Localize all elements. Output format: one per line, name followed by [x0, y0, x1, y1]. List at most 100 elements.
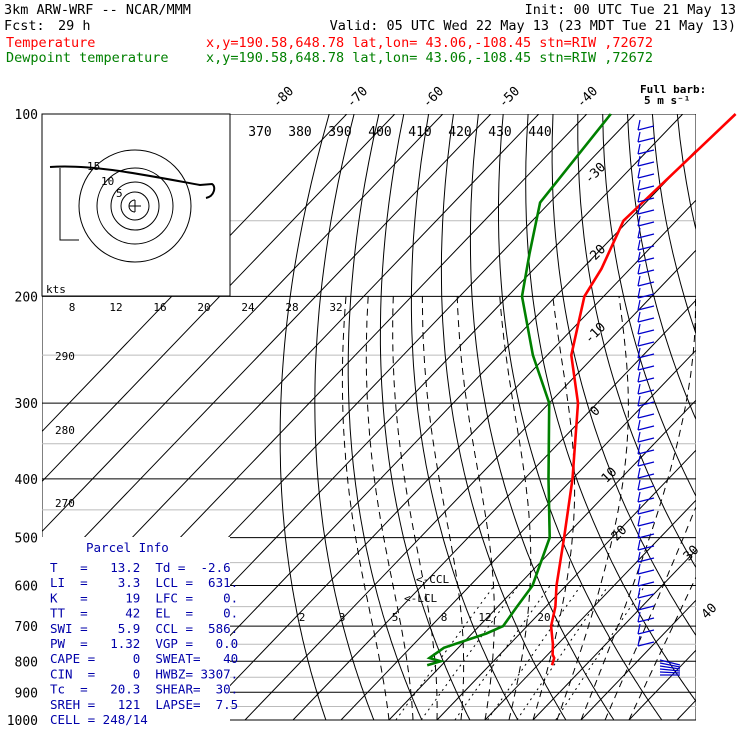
- mixing-ratio-line: [454, 585, 551, 721]
- moist-adiabat-line: [341, 296, 390, 721]
- hodograph-unit-label: kts: [46, 283, 66, 296]
- isotherm-label: -10: [582, 320, 609, 347]
- valid-time: Valid: 05 UTC Wed 22 May 13 (23 MDT Tue …: [330, 18, 736, 34]
- wind-speed-tick-label: 28: [285, 301, 298, 314]
- legend-dewpoint-location: x,y=190.58,648.78 lat,lon= 43.06,-108.45…: [206, 50, 653, 66]
- parcel-info-background: [42, 537, 230, 726]
- wind-barb-flag: [637, 401, 655, 407]
- wind-barb-flag: [637, 281, 655, 287]
- forecast-label: Fcst:: [4, 18, 45, 34]
- theta-label: 390: [328, 125, 351, 140]
- wind-barb: [637, 467, 641, 479]
- wind-barb: [637, 479, 641, 491]
- dry-adiabat-line: [551, 114, 696, 637]
- hodograph-panel: 5 10 15 kts: [41, 113, 231, 297]
- hodograph-trace: [49, 165, 216, 199]
- isotherm-label: 10: [599, 465, 621, 487]
- wind-barb: [637, 155, 641, 167]
- moist-adiabat-line: [580, 296, 696, 721]
- wind-barb: [637, 311, 641, 323]
- wind-barb: [637, 179, 641, 191]
- wind-barb-flag: [637, 329, 655, 335]
- wind-barb: [637, 299, 641, 311]
- wind-barb: [637, 347, 641, 359]
- mixing-ratio-label: 12: [478, 611, 491, 624]
- wind-barb-flag: [637, 173, 655, 179]
- wind-barb-flag: [637, 533, 655, 539]
- theta-label: 370: [248, 125, 271, 140]
- moist-adiabat-line: [628, 575, 696, 721]
- mixing-ratio-label: 2: [299, 611, 306, 624]
- wind-barb-flag: [637, 365, 655, 371]
- wind-barb: [637, 191, 641, 203]
- theta-side-label: 290: [55, 350, 75, 363]
- pressure-tick-label: 900: [15, 686, 38, 701]
- wind-barb: [637, 503, 641, 515]
- dry-adiabat-line: [651, 114, 696, 336]
- hodograph-ring-label: 5: [116, 187, 123, 200]
- wind-barb-flag: [637, 593, 655, 599]
- parcel-info-row: SWI = 5.9 CCL = 586.: [50, 621, 238, 636]
- wind-barb-flag: [637, 617, 655, 623]
- moist-adiabat-line: [556, 296, 629, 721]
- isotherm-label: -50: [496, 84, 523, 111]
- wind-barb: [637, 239, 641, 251]
- wind-barb-flag: [637, 269, 655, 275]
- dry-adiabat-line: [577, 114, 696, 569]
- parcel-info-row: LI = 3.3 LCL = 631.: [50, 575, 238, 590]
- wind-barb: [659, 671, 681, 674]
- wind-barb-flag: [637, 629, 655, 635]
- wind-barb: [637, 527, 641, 539]
- dry-adiabat-line: [702, 114, 740, 720]
- diagram-background-lines: [42, 114, 740, 721]
- moist-adiabat-line: [456, 296, 495, 721]
- isotherm-line: [388, 399, 696, 721]
- wind-barb: [637, 227, 641, 239]
- wind-barb-flag: [637, 545, 655, 551]
- isotherm-line: [676, 699, 696, 721]
- isotherm-label: -60: [420, 84, 447, 111]
- dry-adiabat-line: [314, 114, 375, 721]
- theta-label: 410: [408, 125, 431, 140]
- wind-barb: [637, 395, 641, 407]
- parcel-info-row: SREH = 121 LAPSE= 7.5: [50, 697, 238, 712]
- moist-adiabat-line: [604, 505, 696, 721]
- hodograph-ring-label: 15: [87, 160, 100, 173]
- wind-barb: [637, 419, 641, 431]
- dry-adiabat-line: [525, 114, 696, 703]
- wind-barb: [637, 575, 641, 587]
- wind-barb: [637, 167, 641, 179]
- parcel-info-row: CIN = 0 HWBZ= 3307.: [50, 666, 238, 681]
- isotherm-line: [42, 114, 348, 433]
- legend-temperature: Temperature: [6, 35, 95, 51]
- parcel-info-row: Tc = 20.3 SHEAR= 30.: [50, 682, 238, 697]
- theta-label: 440: [528, 125, 551, 140]
- wind-barb-flag: [637, 569, 655, 575]
- pressure-tick-label: 800: [15, 655, 38, 670]
- isotherm-label: 0: [587, 403, 603, 419]
- wind-barb: [637, 623, 641, 635]
- mixing-ratio-line: [395, 585, 495, 721]
- temperature-line: [549, 113, 737, 666]
- wind-barb: [637, 251, 641, 263]
- wind-speed-tick-label: 16: [153, 301, 166, 314]
- wind-barb: [659, 659, 681, 666]
- hodograph-ring: [110, 181, 160, 231]
- pressure-tick-label: 500: [15, 532, 38, 547]
- legend-dewpoint: Dewpoint temperature: [6, 50, 169, 66]
- wind-barb-flag: [637, 377, 655, 383]
- wind-barb: [637, 599, 641, 611]
- wind-speed-tick-label: 24: [241, 301, 255, 314]
- wind-barb-flag: [637, 389, 655, 395]
- wind-barb: [637, 131, 641, 143]
- mixing-ratio-line: [420, 585, 519, 721]
- pressure-tick-label: 700: [15, 620, 38, 635]
- dry-adiabat-line: [440, 114, 567, 721]
- mixing-ratio-label: 8: [441, 611, 448, 624]
- barb-legend-title: Full barb:: [640, 83, 706, 96]
- wind-barb: [637, 275, 641, 287]
- wind-barb-flag: [637, 485, 655, 491]
- wind-barb-flag: [637, 437, 655, 443]
- theta-label: 430: [488, 125, 511, 140]
